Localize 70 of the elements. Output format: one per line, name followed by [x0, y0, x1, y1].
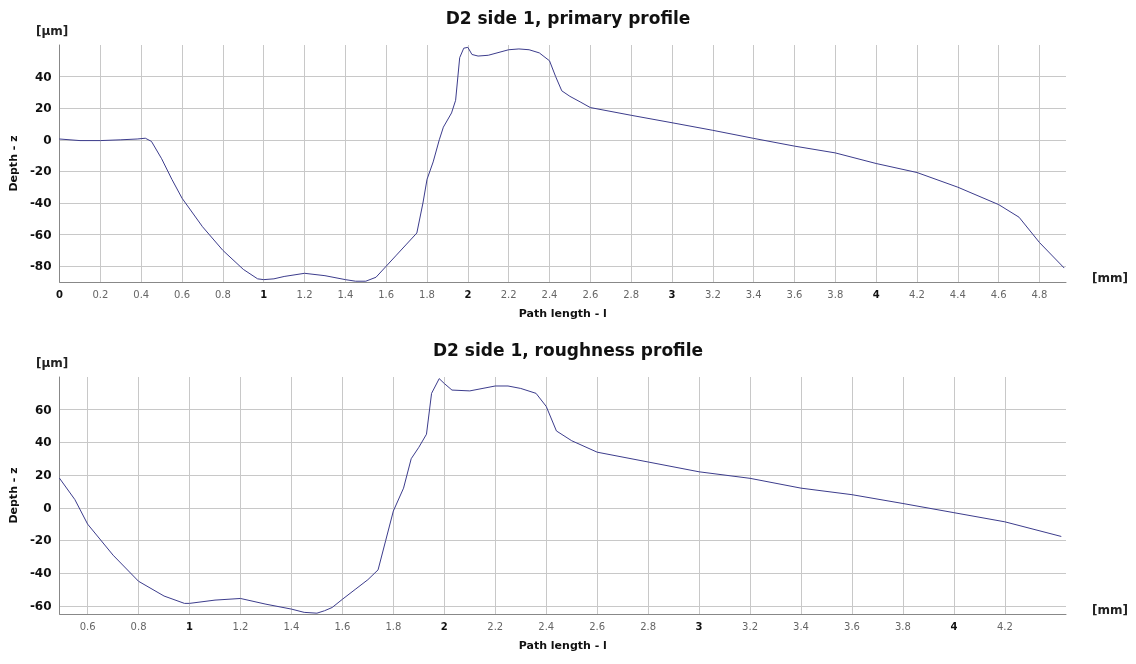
x-tick-label: 2.2 — [487, 620, 504, 632]
x-tick-label: 1.6 — [378, 288, 395, 300]
x-tick-label: 4.2 — [909, 288, 925, 300]
x-tick-label: 0.6 — [79, 620, 96, 632]
text: [µm] — [36, 24, 69, 38]
x-tick-label: 0 — [56, 288, 64, 300]
x-tick-label: 4.4 — [949, 288, 966, 300]
x-tick-label: 4.8 — [1031, 288, 1048, 300]
x-tick-label: 2.2 — [500, 288, 517, 300]
x-tick-label: 1.2 — [296, 288, 313, 300]
x-tick-label: 0.8 — [214, 288, 231, 300]
x-tick-label: 0.6 — [174, 288, 191, 300]
chart-title: D2 side 1, primary profile — [445, 7, 691, 28]
x-tick-label: 3.4 — [793, 620, 809, 632]
x-tick-label: 2.6 — [582, 288, 599, 300]
y-tick-label: -60 — [29, 227, 52, 242]
y-tick-label: 0 — [43, 500, 52, 515]
x-tick-label: 1.6 — [334, 620, 351, 632]
x-tick-label: 3 — [668, 288, 676, 300]
x-tick-label: 1.2 — [232, 620, 249, 632]
y-tick-label: 20 — [34, 468, 52, 483]
x-tick-label: 2 — [464, 288, 472, 300]
x-tick-label: 4.2 — [996, 620, 1013, 632]
x-tick-label: 3.6 — [786, 288, 803, 300]
x-tick-label: 3.4 — [745, 288, 762, 300]
x-tick-label: 1.8 — [385, 620, 402, 632]
x-tick-label: 3.2 — [742, 620, 759, 632]
x-tick-label: 4.6 — [990, 288, 1007, 300]
y-tick-label: -20 — [29, 533, 52, 548]
y-tick-label: -40 — [29, 566, 52, 581]
x-tick-label: 4 — [872, 288, 880, 300]
x-tick-label: 2.4 — [538, 620, 555, 632]
x-tick-label: 2 — [440, 620, 448, 632]
y-tick-label: 40 — [34, 69, 52, 84]
x-tick-label: 1 — [260, 288, 268, 300]
x-tick-label: 2.8 — [623, 288, 640, 300]
y-axis-title: Depth - z — [7, 467, 20, 524]
y-axis-title: Depth - z — [7, 135, 20, 192]
x-tick-label: 3 — [695, 620, 703, 632]
x-tick-label: 4 — [950, 620, 958, 632]
text: [mm] — [1092, 603, 1129, 617]
x-tick-label: 2.6 — [589, 620, 606, 632]
x-tick-label: 3.6 — [844, 620, 860, 632]
y-tick-label: 0 — [43, 132, 52, 147]
x-tick-label: 1.8 — [419, 288, 435, 300]
x-tick-label: 1 — [186, 620, 194, 632]
x-tick-label: 1.4 — [283, 620, 300, 632]
text: [mm] — [1092, 271, 1129, 285]
y-tick-label: 40 — [34, 435, 52, 450]
line-series — [59, 378, 1062, 614]
line-series — [59, 46, 1065, 282]
y-tick-label: -20 — [29, 164, 52, 179]
chart-title: D2 side 1, roughness profile — [432, 339, 704, 360]
x-tick-label: 2.4 — [541, 288, 558, 300]
x-axis-title: Path length - l — [518, 307, 607, 320]
x-tick-label: 0.8 — [130, 620, 147, 632]
y-tick-label: -40 — [29, 196, 52, 210]
x-tick-label: 3.8 — [894, 620, 911, 632]
y-tick-label: -80 — [29, 259, 52, 274]
x-tick-label: 3.8 — [827, 288, 844, 300]
x-tick-label: 0.4 — [133, 288, 150, 300]
x-axis-title: Path length - l — [518, 639, 607, 652]
y-tick-label: 60 — [34, 402, 52, 417]
x-tick-label: 0.2 — [92, 288, 109, 300]
x-tick-label: 1.4 — [337, 288, 354, 300]
x-tick-label: 2.8 — [640, 620, 657, 632]
y-tick-label: -60 — [29, 598, 52, 613]
text: [µm] — [36, 356, 69, 370]
x-tick-label: 3.2 — [704, 288, 721, 300]
y-tick-label: 20 — [34, 101, 52, 116]
